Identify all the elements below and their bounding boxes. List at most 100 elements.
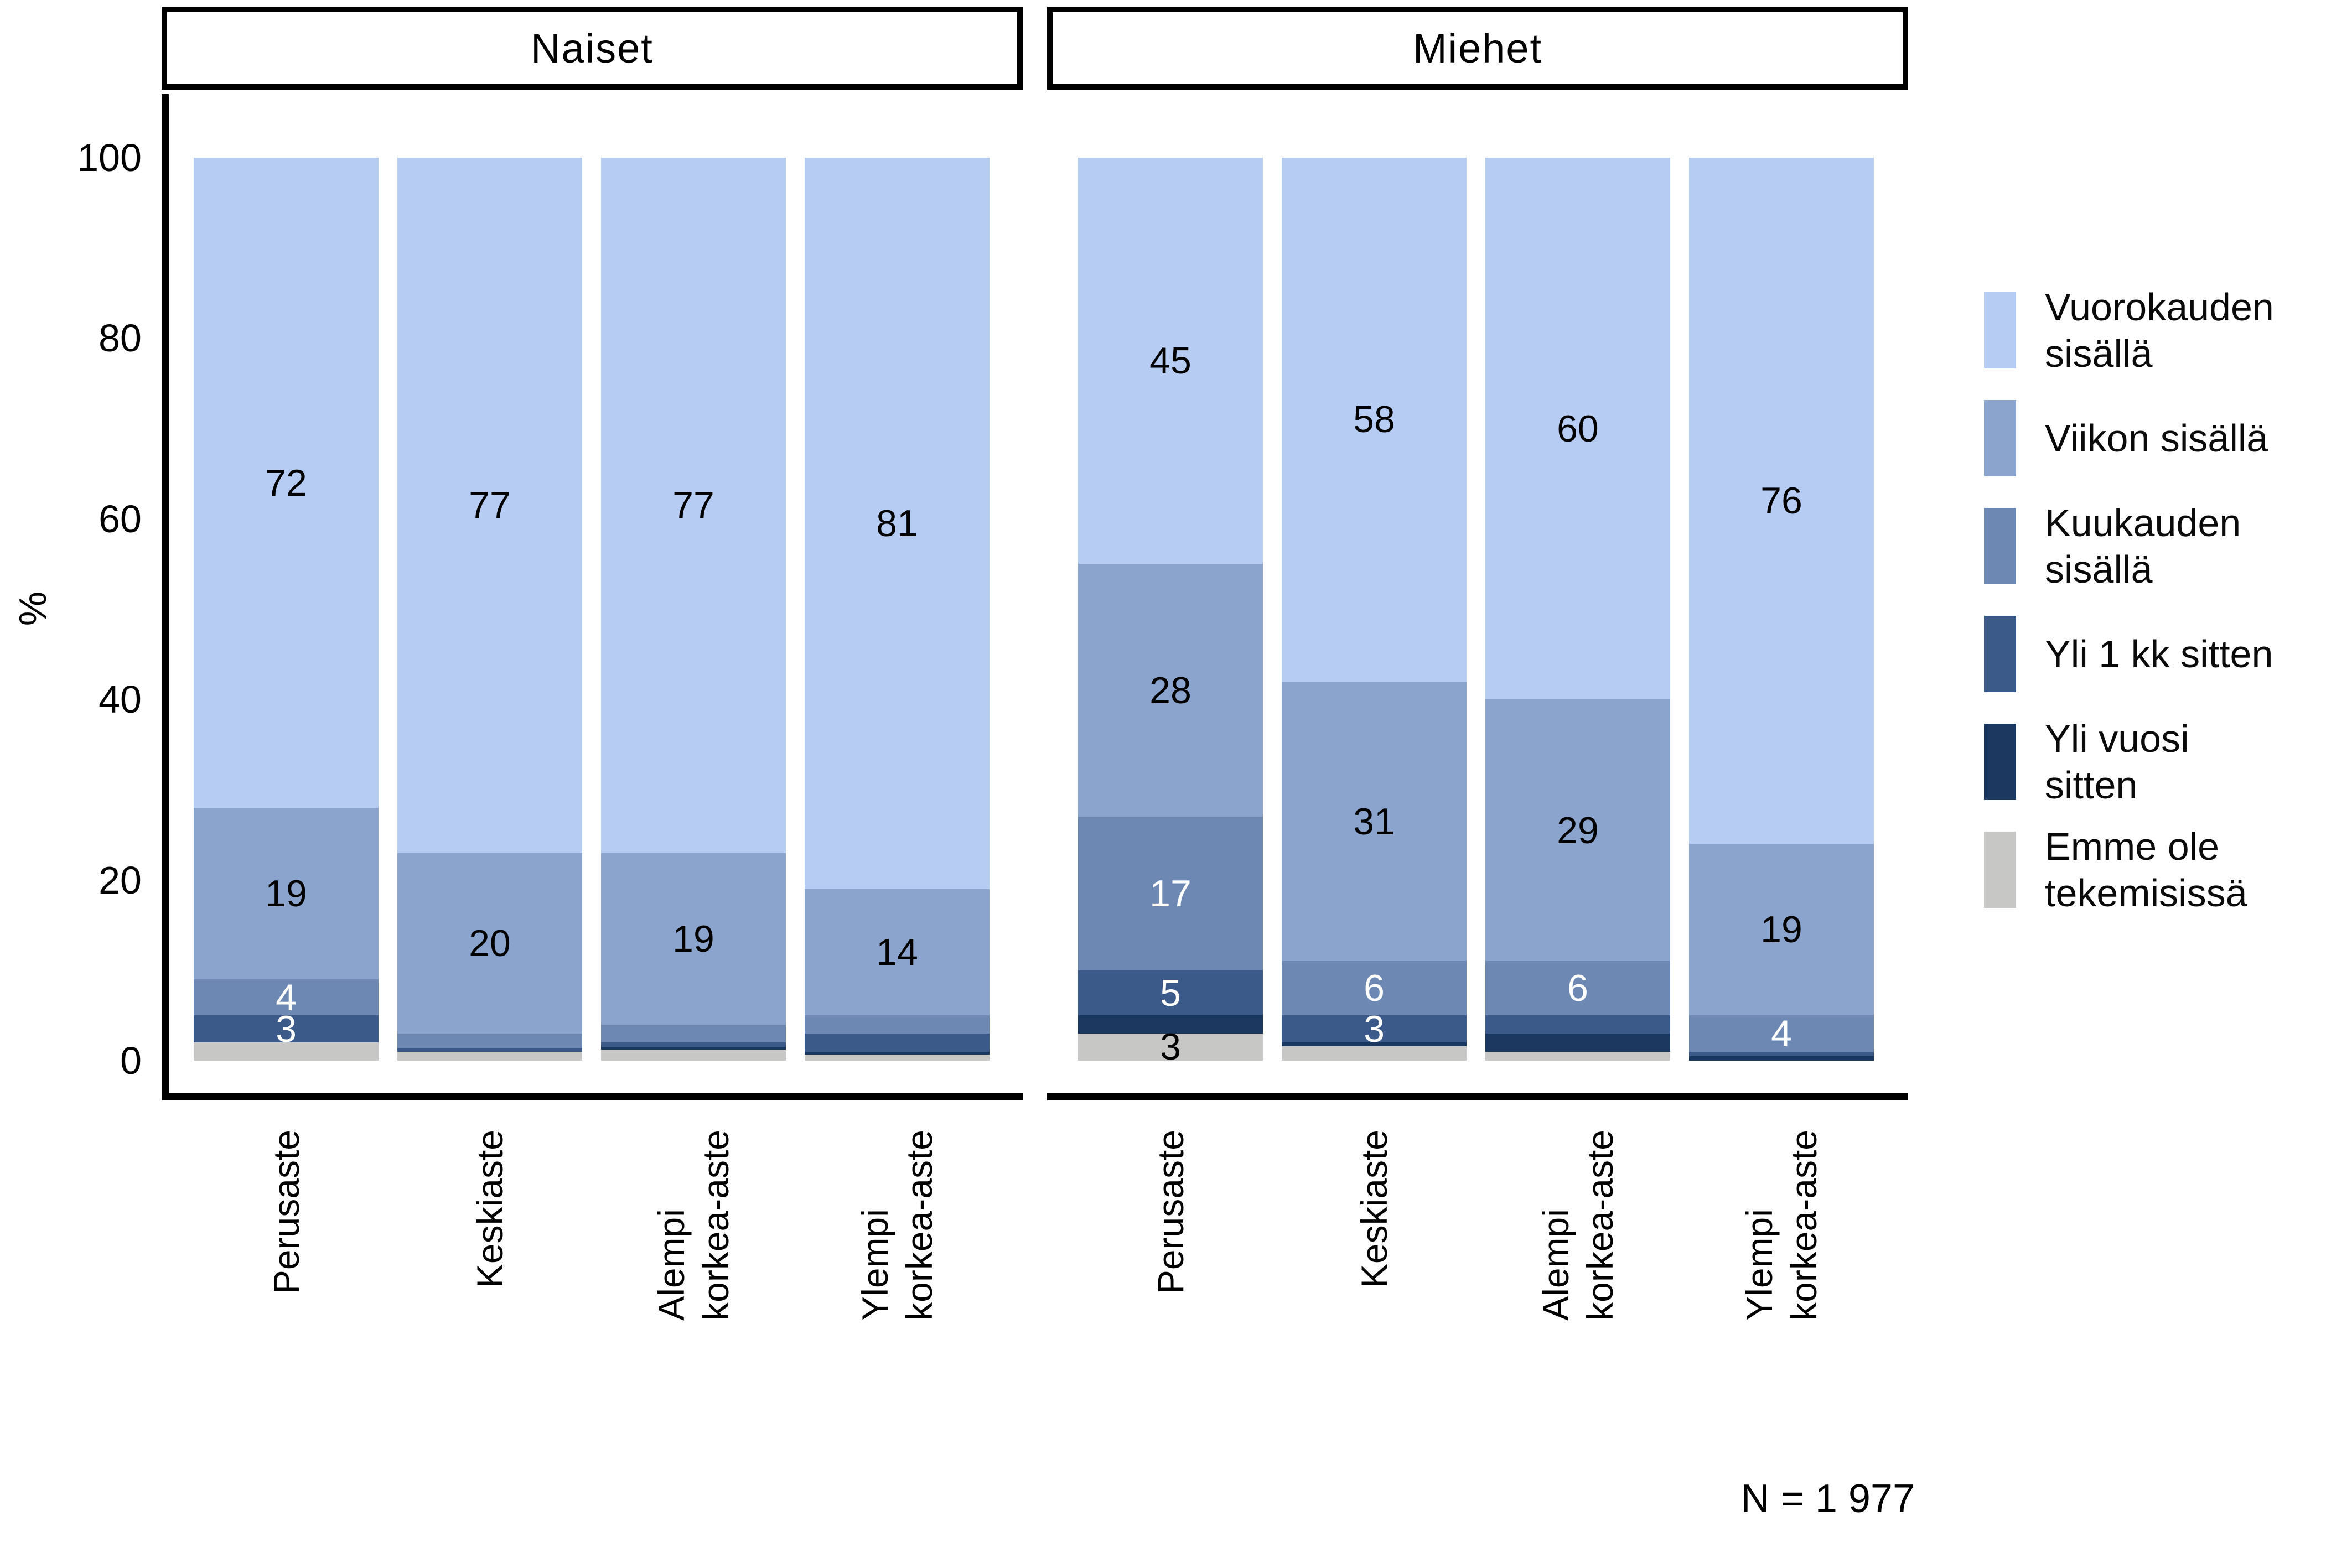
segment-value-label: 19 (1760, 908, 1802, 951)
x-axis-line-miehet (1047, 1093, 1908, 1100)
y-tick-80: 80 (99, 316, 142, 360)
x-tick-label: Alempi korkea-aste (610, 1130, 776, 1567)
y-tick-40: 40 (99, 678, 142, 721)
bar-miehet-4: 76 19 4 (1689, 158, 1874, 1061)
segment-value-label: 5 (1160, 972, 1181, 1014)
legend-swatch (1984, 292, 2016, 368)
legend-entry-5: Yli vuosi sitten (1984, 717, 2349, 807)
segment-value-label: 60 (1557, 407, 1599, 450)
x-tick-label-text: Keskiaste (1354, 1130, 1395, 1289)
facet-title-miehet: Miehet (1047, 7, 1908, 90)
segment: 28 (1078, 564, 1263, 817)
x-tick-label: Keskiaste (407, 1130, 573, 1567)
segment-value-label: 4 (276, 976, 297, 1019)
x-tick-label: Perusaste (1087, 1130, 1253, 1567)
segment-value-label: 4 (1771, 1013, 1792, 1055)
x-tick-label-text: Ylempi korkea-aste (1739, 1130, 1824, 1321)
segment-value-label: 3 (1160, 1026, 1181, 1068)
bar-naiset-3: 77 19 (601, 158, 786, 1061)
x-tick-label: Keskiaste (1291, 1130, 1457, 1567)
segment (397, 1051, 582, 1061)
segment: 31 (1282, 681, 1467, 962)
segment-value-label: 29 (1557, 809, 1599, 852)
segment: 81 (805, 158, 990, 889)
segment-value-label: 19 (265, 873, 307, 915)
legend-swatch (1984, 616, 2016, 692)
segment: 3 (194, 1010, 379, 1048)
x-axis-line-naiset (162, 1093, 1023, 1100)
segment-value-label: 17 (1149, 873, 1191, 915)
segment: 3 (1282, 1010, 1467, 1048)
segment-value-label: 3 (276, 1008, 297, 1050)
segment: 6 (1282, 961, 1467, 1016)
legend-swatch (1984, 724, 2016, 800)
segment (805, 1034, 990, 1052)
segment: 14 (805, 889, 990, 1016)
legend-label: Viikon sisällä (2045, 417, 2268, 460)
segment (397, 1048, 582, 1052)
segment-value-label: 6 (1364, 967, 1385, 1010)
segment: 19 (1689, 844, 1874, 1016)
segment (805, 1051, 990, 1055)
legend-label: Emme ole tekemisissä (2045, 825, 2247, 915)
segment-value-label: 14 (876, 931, 918, 974)
bar-miehet-3: 60 29 6 (1485, 158, 1670, 1061)
segment (1282, 1042, 1467, 1046)
segment-value-label: 76 (1760, 480, 1802, 522)
y-tick-0: 0 (120, 1039, 142, 1082)
legend-entry-6: Emme ole tekemisissä (1984, 825, 2349, 915)
x-tick-label-text: Alempi korkea-aste (651, 1130, 736, 1321)
facet-title-miehet-label: Miehet (1412, 25, 1543, 71)
bar-naiset-4: 81 14 (805, 158, 990, 1061)
segment (1689, 1051, 1874, 1056)
bar-naiset-2: 77 20 (397, 158, 582, 1061)
legend-entry-1: Vuorokauden sisällä (1984, 285, 2349, 375)
x-tick-label: Alempi korkea-aste (1495, 1130, 1661, 1567)
legend-entry-2: Viikon sisällä (1984, 400, 2349, 476)
segment (805, 1015, 990, 1034)
segment-value-label: 20 (469, 922, 511, 964)
segment (601, 1024, 786, 1043)
y-tick-60: 60 (99, 497, 142, 541)
x-tick-label: Ylempi korkea-aste (814, 1130, 980, 1567)
segment-value-label: 58 (1353, 398, 1395, 441)
segment: 72 (194, 158, 379, 808)
segment (1282, 1046, 1467, 1061)
segment: 76 (1689, 158, 1874, 844)
x-tick-label-text: Perusaste (266, 1130, 307, 1295)
segment: 3 (1078, 1028, 1263, 1066)
segment-value-label: 19 (672, 917, 714, 960)
segment-value-label: 28 (1149, 669, 1191, 712)
legend-label: Kuukauden sisällä (2045, 501, 2241, 591)
legend-entry-4: Yli 1 kk sitten (1984, 616, 2349, 692)
segment: 77 (397, 158, 582, 853)
segment: 19 (601, 853, 786, 1025)
segment (194, 1042, 379, 1061)
segment: 77 (601, 158, 786, 853)
segment-value-label: 6 (1567, 967, 1588, 1010)
segment-value-label: 77 (469, 484, 511, 527)
segment: 5 (1078, 970, 1263, 1016)
x-tick-label-text: Alempi korkea-aste (1535, 1130, 1620, 1321)
segment-value-label: 77 (672, 484, 714, 527)
y-axis-title: % (2, 526, 63, 692)
legend-entry-3: Kuukauden sisällä (1984, 501, 2349, 591)
segment-value-label: 31 (1353, 800, 1395, 843)
segment-value-label: 81 (876, 502, 918, 544)
y-tick-100: 100 (77, 136, 142, 179)
segment: 6 (1485, 961, 1670, 1016)
segment: 19 (194, 808, 379, 980)
facet-title-naiset: Naiset (162, 7, 1023, 90)
segment-value-label: 3 (1364, 1008, 1385, 1050)
legend-label: Yli 1 kk sitten (2045, 632, 2273, 676)
segment: 58 (1282, 158, 1467, 682)
legend-swatch (1984, 508, 2016, 584)
bar-naiset-1: 72 19 4 3 (194, 158, 379, 1061)
segment (1485, 1015, 1670, 1034)
y-tick-20: 20 (99, 858, 142, 902)
legend-label: Yli vuosi sitten (2045, 717, 2189, 807)
legend: Vuorokauden sisällä Viikon sisällä Kuukaud… (1984, 285, 2349, 939)
segment (1078, 1015, 1263, 1034)
segment (1485, 1051, 1670, 1061)
